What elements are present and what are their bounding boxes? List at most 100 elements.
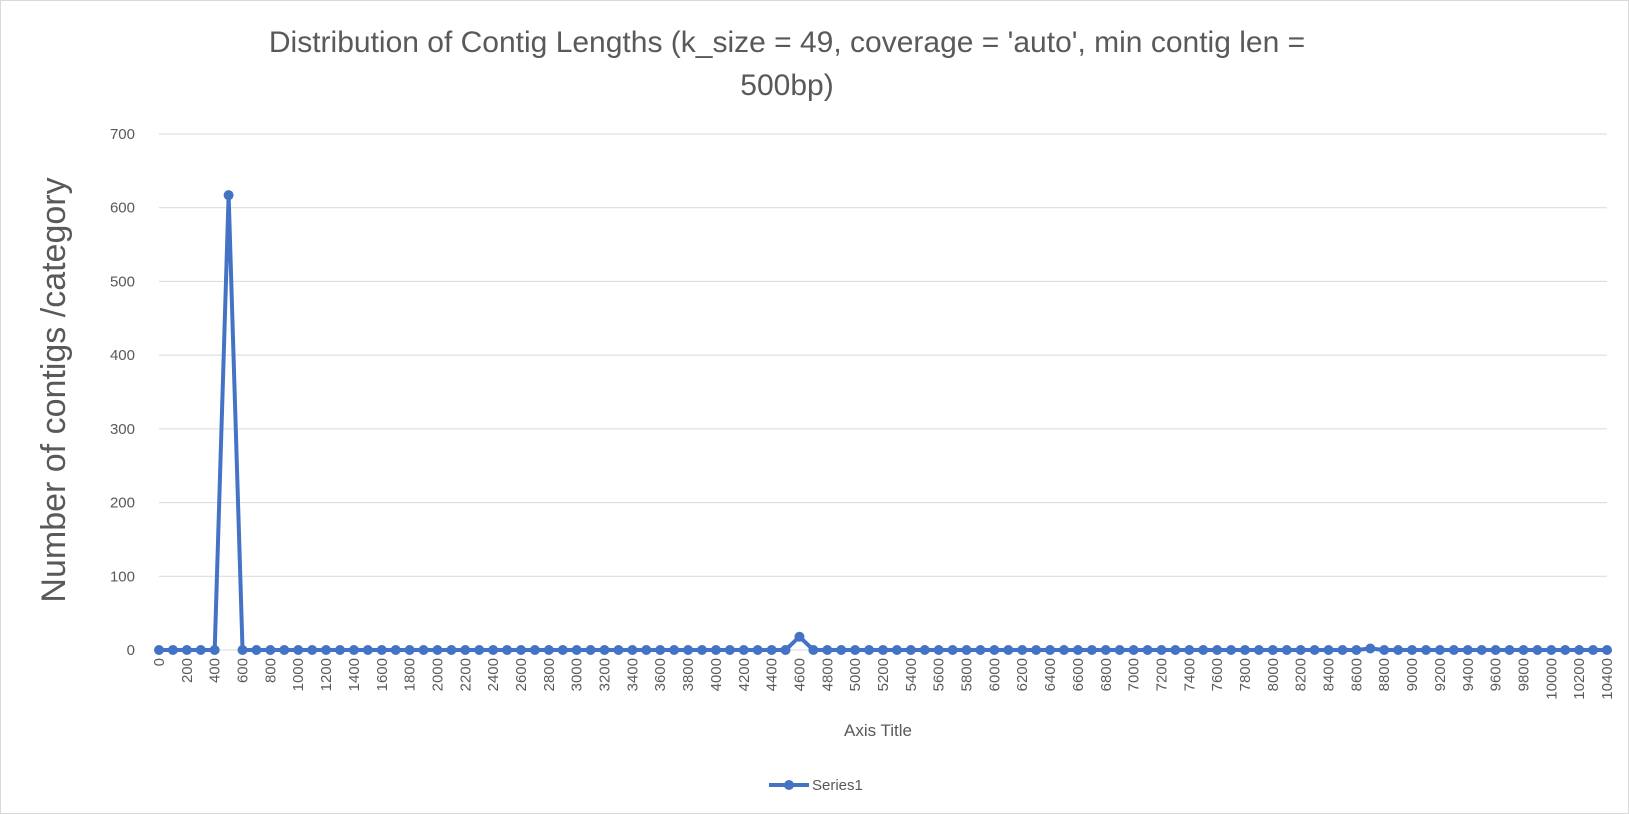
x-tick-label-600: 600: [235, 658, 252, 683]
data-point-10300: [1588, 645, 1599, 655]
data-point-9500: [1476, 645, 1487, 655]
data-point-9900: [1532, 645, 1543, 655]
x-tick-label-8000: 8000: [1265, 658, 1282, 691]
data-point-8800: [1379, 645, 1390, 655]
data-point-5400: [905, 645, 916, 655]
data-point-600: [237, 645, 248, 655]
x-tick-label-3400: 3400: [624, 658, 641, 691]
data-point-7400: [1184, 645, 1195, 655]
data-point-6300: [1031, 645, 1042, 655]
data-point-4200: [738, 645, 749, 655]
data-point-5500: [919, 645, 930, 655]
x-tick-label-2400: 2400: [485, 658, 502, 691]
data-point-1000: [293, 645, 304, 655]
data-point-1400: [348, 645, 359, 655]
x-tick-label-5000: 5000: [847, 658, 864, 691]
x-tick-label-10200: 10200: [1571, 658, 1588, 700]
x-tick-label-7000: 7000: [1126, 658, 1143, 691]
data-point-8400: [1323, 645, 1334, 655]
data-point-8300: [1309, 645, 1320, 655]
x-tick-label-2800: 2800: [541, 658, 558, 691]
x-tick-label-6200: 6200: [1014, 658, 1031, 691]
data-point-0: [154, 645, 164, 655]
x-tick-label-7400: 7400: [1181, 658, 1198, 691]
data-point-7000: [1128, 645, 1139, 655]
data-point-3200: [599, 645, 610, 655]
data-point-6500: [1059, 645, 1069, 655]
data-point-5100: [864, 645, 875, 655]
data-point-4300: [752, 645, 763, 655]
data-point-3700: [669, 645, 680, 655]
data-point-2900: [557, 645, 568, 655]
data-point-2500: [502, 645, 513, 655]
data-point-10200: [1574, 645, 1585, 655]
data-point-7300: [1170, 645, 1181, 655]
data-point-1300: [335, 645, 345, 655]
data-point-2100: [446, 645, 457, 655]
data-point-3500: [641, 645, 652, 655]
data-point-6000: [989, 645, 1000, 655]
data-point-800: [265, 645, 276, 655]
data-point-5000: [850, 645, 861, 655]
data-point-2600: [516, 645, 526, 655]
data-point-5600: [933, 645, 944, 655]
data-point-2300: [474, 645, 485, 655]
data-point-700: [251, 645, 262, 655]
y-tick-label-700: 700: [110, 126, 135, 143]
data-point-4600: [794, 631, 805, 642]
data-point-5700: [947, 645, 958, 655]
data-point-3900: [697, 645, 707, 655]
data-point-400: [209, 645, 220, 655]
x-tick-label-8800: 8800: [1376, 658, 1393, 691]
data-point-2000: [432, 645, 443, 655]
data-point-6600: [1072, 645, 1083, 655]
x-tick-label-5200: 5200: [875, 658, 892, 691]
data-point-5300: [891, 645, 902, 655]
x-axis-ticks: 0 200 400 600 800 1000 1200 1400 1600 1800 2000 220…: [151, 658, 1616, 700]
x-tick-label-9200: 9200: [1432, 658, 1449, 691]
x-tick-label-6600: 6600: [1070, 658, 1087, 691]
data-point-8500: [1337, 645, 1348, 655]
data-point-9400: [1462, 645, 1473, 655]
data-point-9200: [1434, 645, 1445, 655]
y-tick-label-300: 300: [110, 421, 135, 438]
x-tick-label-8200: 8200: [1293, 658, 1310, 691]
x-tick-label-4200: 4200: [736, 658, 753, 691]
x-tick-label-5400: 5400: [903, 658, 920, 691]
data-point-1600: [376, 645, 387, 655]
data-point-4000: [710, 645, 721, 655]
data-point-5800: [961, 645, 972, 655]
data-point-4100: [724, 645, 735, 655]
data-point-7800: [1240, 645, 1250, 655]
data-point-9300: [1448, 645, 1459, 655]
data-point-4900: [836, 645, 847, 655]
data-point-9000: [1407, 645, 1418, 655]
data-point-100: [167, 645, 178, 655]
data-point-3300: [613, 645, 624, 655]
data-point-7700: [1226, 645, 1237, 655]
x-tick-label-3000: 3000: [569, 658, 586, 691]
x-tick-label-6800: 6800: [1098, 658, 1115, 691]
data-point-6800: [1100, 645, 1111, 655]
data-point-2700: [529, 645, 540, 655]
x-tick-label-9000: 9000: [1404, 658, 1421, 691]
data-point-2800: [543, 645, 554, 655]
data-point-8900: [1393, 645, 1404, 655]
x-tick-label-7200: 7200: [1153, 658, 1170, 691]
chart-title-line-2: 500bp): [740, 69, 833, 102]
data-point-2400: [488, 645, 499, 655]
data-point-8700: [1365, 643, 1376, 654]
data-point-4700: [808, 645, 819, 655]
x-tick-label-9400: 9400: [1460, 658, 1477, 691]
x-tick-label-1400: 1400: [346, 658, 363, 691]
x-tick-label-400: 400: [207, 658, 224, 683]
x-tick-label-0: 0: [151, 658, 168, 666]
x-tick-label-10400: 10400: [1599, 658, 1616, 700]
y-tick-label-200: 200: [110, 495, 135, 512]
x-tick-label-5800: 5800: [959, 658, 976, 691]
x-tick-label-4600: 4600: [791, 658, 808, 691]
x-tick-label-3600: 3600: [652, 658, 669, 691]
data-point-7100: [1142, 645, 1153, 655]
x-tick-label-8600: 8600: [1348, 658, 1365, 691]
